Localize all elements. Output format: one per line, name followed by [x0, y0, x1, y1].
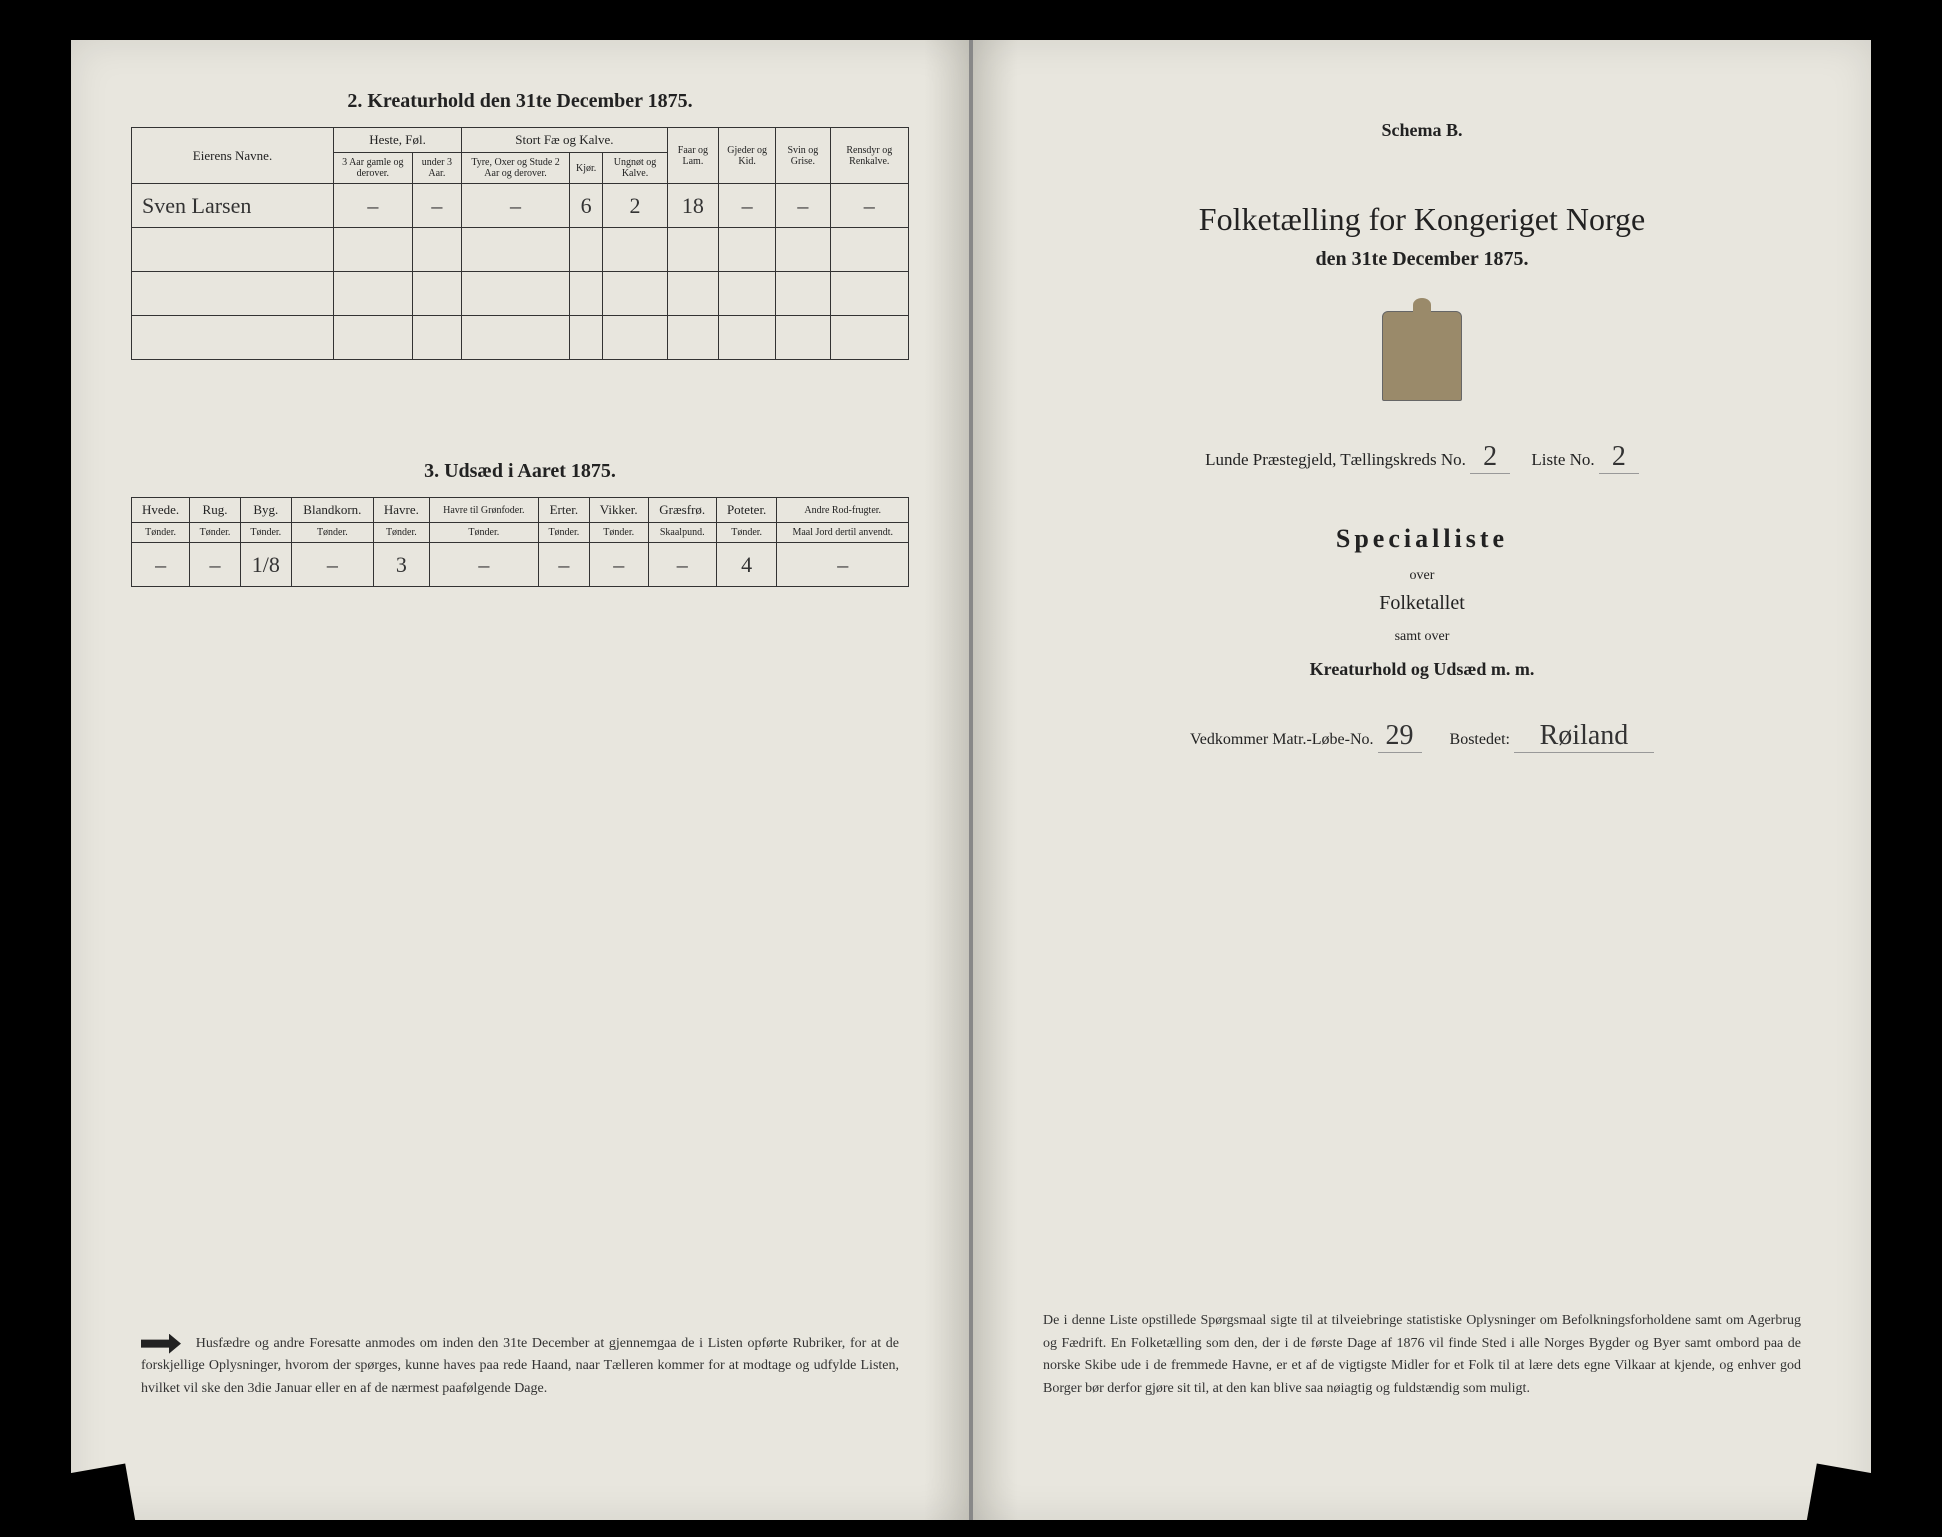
cell: 4 — [716, 543, 777, 587]
binder-clip — [1806, 1464, 1895, 1537]
seed-table: Hvede. Rug. Byg. Blandkorn. Havre. Havre… — [131, 497, 909, 587]
bosted-label: Bostedet: — [1450, 731, 1510, 748]
unit: Maal Jord dertil anvendt. — [777, 523, 909, 543]
unit: Tønder. — [291, 523, 373, 543]
right-footer: De i denne Liste opstillede Spørgsmaal s… — [1043, 1290, 1801, 1400]
cell: 6 — [570, 184, 603, 228]
col-andre: Andre Rod-frugter. — [777, 498, 909, 523]
col-horse-b: under 3 Aar. — [412, 153, 461, 184]
footer-text: De i denne Liste opstillede Spørgsmaal s… — [1043, 1310, 1801, 1400]
schema-label: Schema B. — [1033, 120, 1811, 141]
unit: Tønder. — [589, 523, 648, 543]
kreat: Kreaturhold og Udsæd m. m. — [1033, 659, 1811, 680]
over: over — [1033, 568, 1811, 584]
bosted: Røiland — [1514, 720, 1654, 753]
table-row — [132, 316, 909, 360]
section3-title: 3. Udsæd i Aaret 1875. — [131, 460, 909, 483]
page-title: Folketælling for Kongeriget Norge — [1033, 201, 1811, 238]
owner-name: Sven Larsen — [132, 184, 334, 228]
unit: Tønder. — [429, 523, 538, 543]
folket: Folketallet — [1033, 592, 1811, 615]
cell: – — [777, 543, 909, 587]
col-cattle-b: Kjør. — [570, 153, 603, 184]
right-page: Schema B. Folketælling for Kongeriget No… — [971, 40, 1871, 1520]
matr-line: Vedkommer Matr.-Løbe-No. 29 Bostedet: Rø… — [1033, 720, 1811, 753]
left-page: 2. Kreaturhold den 31te December 1875. E… — [71, 40, 971, 1520]
pointer-icon — [141, 1334, 181, 1354]
col-horse-a: 3 Aar gamle og derover. — [334, 153, 413, 184]
cell: – — [334, 184, 413, 228]
col-sheep: Faar og Lam. — [667, 128, 718, 184]
cell: 1/8 — [240, 543, 291, 587]
unit: Tønder. — [716, 523, 777, 543]
cell: – — [589, 543, 648, 587]
cell: – — [462, 184, 570, 228]
cell: – — [719, 184, 776, 228]
cell: – — [132, 543, 190, 587]
table-row: – – 1/8 – 3 – – – – 4 – — [132, 543, 909, 587]
livestock-table: Eierens Navne. Heste, Føl. Stort Fæ og K… — [131, 127, 909, 360]
col-graes: Græsfrø. — [648, 498, 716, 523]
grp-cattle: Stort Fæ og Kalve. — [462, 128, 668, 153]
col-havre: Havre. — [374, 498, 430, 523]
census-book: 2. Kreaturhold den 31te December 1875. E… — [71, 40, 1871, 1520]
matr-label: Vedkommer Matr.-Løbe-No. — [1190, 731, 1374, 748]
col-goat: Gjeder og Kid. — [719, 128, 776, 184]
grp-horses: Heste, Føl. — [334, 128, 462, 153]
col-hvede: Hvede. — [132, 498, 190, 523]
liste-label: Liste No. — [1531, 450, 1594, 469]
col-pig: Svin og Grise. — [776, 128, 830, 184]
col-cattle-a: Tyre, Oxer og Stude 2 Aar og derover. — [462, 153, 570, 184]
unit: Tønder. — [132, 523, 190, 543]
footer-text: Husfædre og andre Foresatte anmodes om i… — [141, 1336, 899, 1396]
matr-no: 29 — [1378, 720, 1422, 753]
cell: 18 — [667, 184, 718, 228]
table-row — [132, 228, 909, 272]
cell: 3 — [374, 543, 430, 587]
coat-of-arms-icon — [1382, 311, 1462, 401]
samt: samt over — [1033, 629, 1811, 645]
col-byg: Byg. — [240, 498, 291, 523]
col-havregron: Havre til Grønfoder. — [429, 498, 538, 523]
table-row: Sven Larsen – – – 6 2 18 – – – — [132, 184, 909, 228]
col-erter: Erter. — [538, 498, 589, 523]
cell: – — [776, 184, 830, 228]
unit: Tønder. — [374, 523, 430, 543]
subtitle: den 31te December 1875. — [1033, 248, 1811, 271]
section2-title: 2. Kreaturhold den 31te December 1875. — [131, 90, 909, 113]
cell: – — [538, 543, 589, 587]
cell: – — [412, 184, 461, 228]
liste-no: 2 — [1599, 441, 1639, 474]
cell: – — [429, 543, 538, 587]
col-bland: Blandkorn. — [291, 498, 373, 523]
col-rug: Rug. — [190, 498, 241, 523]
unit: Tønder. — [190, 523, 241, 543]
parish-line: Lunde Præstegjeld, Tællingskreds No. 2 L… — [1033, 441, 1811, 474]
unit: Skaalpund. — [648, 523, 716, 543]
cell: 2 — [603, 184, 667, 228]
binder-clip — [46, 1464, 135, 1537]
unit: Tønder. — [538, 523, 589, 543]
cell: – — [648, 543, 716, 587]
col-owner: Eierens Navne. — [132, 128, 334, 184]
cell: – — [291, 543, 373, 587]
col-reindeer: Rensdyr og Renkalve. — [830, 128, 908, 184]
cell: – — [830, 184, 908, 228]
col-cattle-c: Ungnøt og Kalve. — [603, 153, 667, 184]
left-footer: Husfædre og andre Foresatte anmodes om i… — [141, 1313, 899, 1400]
kreds-no: 2 — [1470, 441, 1510, 474]
unit: Tønder. — [240, 523, 291, 543]
table-row — [132, 272, 909, 316]
special-title: Specialliste — [1033, 524, 1811, 554]
col-vikker: Vikker. — [589, 498, 648, 523]
cell: – — [190, 543, 241, 587]
parish-label: Lunde Præstegjeld, Tællingskreds No. — [1205, 450, 1466, 469]
col-poteter: Poteter. — [716, 498, 777, 523]
